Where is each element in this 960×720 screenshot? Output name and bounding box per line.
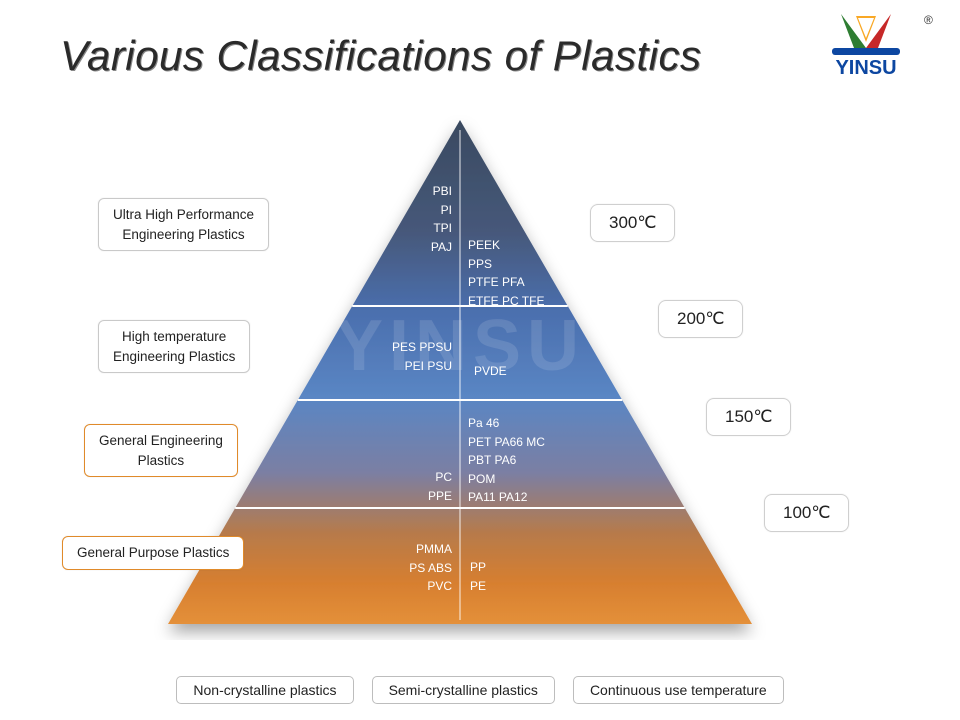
pyramid-right-high_temp: PVDE [474, 362, 507, 381]
temp-0: 300℃ [590, 204, 675, 242]
temp-3: 100℃ [764, 494, 849, 532]
pyramid-left-general_purpose: PMMA PS ABS PVC [409, 540, 452, 596]
brand-logo-svg: YINSU ® [796, 10, 936, 80]
category-ultra_high: Ultra High Performance Engineering Plast… [98, 198, 269, 251]
brand-logo: YINSU ® [796, 10, 936, 80]
category-general_eng: General Engineering Plastics [84, 424, 238, 477]
page-title: Various Classifications of Plastics [60, 32, 702, 80]
temp-1: 200℃ [658, 300, 743, 338]
legend-noncrystalline: Non-crystalline plastics [176, 676, 353, 704]
legend: Non-crystalline plastics Semi-crystallin… [0, 676, 960, 704]
pyramid-right-general_eng: Pa 46 PET PA66 MC PBT PA6 POM PA11 PA12 [468, 414, 545, 507]
pyramid-right-ultra_high: PEEK PPS PTFE PFA ETFE PC TFE [468, 236, 544, 310]
pyramid-left-ultra_high: PBI PI TPI PAJ [431, 182, 452, 256]
legend-semicrystalline: Semi-crystalline plastics [372, 676, 555, 704]
pyramid-left-high_temp: PES PPSU PEI PSU [392, 338, 452, 375]
pyramid-left-general_eng: PC PPE [428, 468, 452, 505]
legend-continuous-temp: Continuous use temperature [573, 676, 784, 704]
temp-2: 150℃ [706, 398, 791, 436]
logo-text: YINSU [835, 57, 896, 79]
category-high_temp: High temperature Engineering Plastics [98, 320, 250, 373]
logo-v-mid-inner [858, 18, 874, 38]
pyramid-right-general_purpose: PP PE [470, 558, 486, 595]
logo-reg-mark: ® [924, 13, 933, 27]
category-general_purpose: General Purpose Plastics [62, 536, 244, 570]
logo-band [832, 48, 900, 55]
